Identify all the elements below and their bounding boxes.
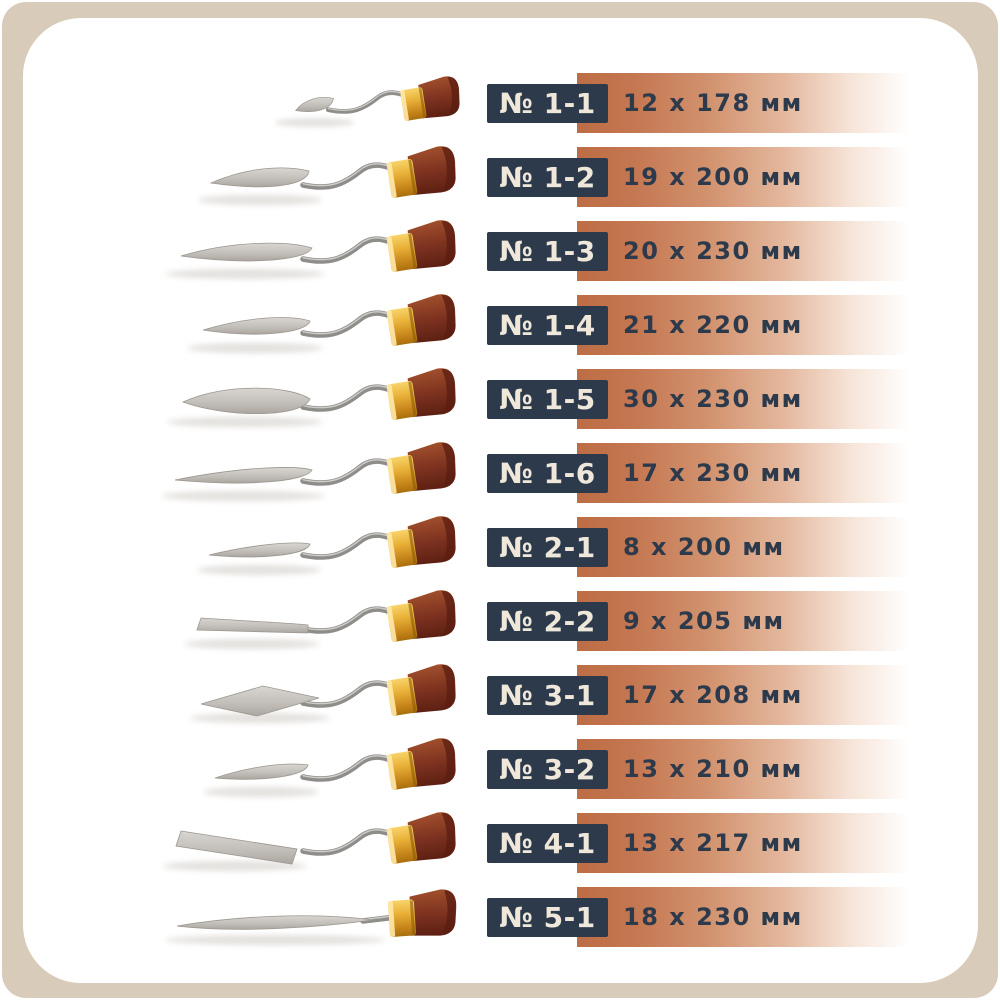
knife-number-badge: № 4-1 bbox=[487, 824, 608, 863]
knife-number-badge: № 1-5 bbox=[487, 380, 608, 419]
copper-size-strip: 18 x 230 мм bbox=[577, 887, 955, 947]
knife-row: 20 x 230 мм № 1-3 bbox=[0, 214, 1000, 288]
knife-row: 21 x 220 мм № 1-4 bbox=[0, 288, 1000, 362]
knife-row: 13 x 210 мм № 3-2 bbox=[0, 732, 1000, 806]
copper-size-strip: 13 x 217 мм bbox=[577, 813, 955, 873]
copper-size-strip: 19 x 200 мм bbox=[577, 147, 955, 207]
trowel-small-blade-icon bbox=[198, 146, 456, 205]
knife-row: 30 x 230 мм № 1-5 bbox=[0, 362, 1000, 436]
knife-size: 13 x 217 мм bbox=[623, 829, 803, 857]
knife-size: 17 x 230 мм bbox=[623, 459, 803, 487]
knife-size: 9 x 205 мм bbox=[623, 607, 785, 635]
knife-number-badge: № 2-1 bbox=[487, 528, 608, 567]
knife-number-badge: № 1-4 bbox=[487, 306, 608, 345]
palette-knife-photo bbox=[155, 214, 475, 288]
trowel-long-blade-icon bbox=[165, 220, 456, 279]
slender-small-blade-icon bbox=[197, 516, 456, 575]
knife-size: 30 x 230 мм bbox=[623, 385, 803, 413]
knife-number-badge: № 1-1 bbox=[487, 84, 608, 123]
copper-size-strip: 17 x 230 мм bbox=[577, 443, 955, 503]
palette-knife-photo bbox=[155, 584, 475, 658]
copper-size-strip: 9 x 205 мм bbox=[577, 591, 955, 651]
knife-number-badge: № 5-1 bbox=[487, 898, 608, 937]
knife-row: 9 x 205 мм № 2-2 bbox=[0, 584, 1000, 658]
palette-knife-photo bbox=[155, 362, 475, 436]
copper-size-strip: 13 x 210 мм bbox=[577, 739, 955, 799]
copper-size-strip: 12 x 178 мм bbox=[577, 73, 955, 133]
knife-size: 21 x 220 мм bbox=[623, 311, 803, 339]
palette-knife-photo bbox=[155, 510, 475, 584]
knife-row: 17 x 230 мм № 1-6 bbox=[0, 436, 1000, 510]
knife-size: 20 x 230 мм bbox=[623, 237, 803, 265]
trowel-medium-blade-icon bbox=[187, 294, 456, 353]
palette-knife-photo bbox=[155, 140, 475, 214]
chisel-rect-blade-icon bbox=[163, 812, 456, 871]
knife-number-badge: № 1-3 bbox=[487, 232, 608, 271]
copper-size-strip: 8 x 200 мм bbox=[577, 517, 955, 577]
knife-size: 12 x 178 мм bbox=[623, 89, 803, 117]
slender-long-blade-icon bbox=[161, 442, 456, 501]
knife-size: 19 x 200 мм bbox=[623, 163, 803, 191]
spatula-flat-blade-icon bbox=[184, 590, 456, 649]
palette-knife-photo bbox=[155, 732, 475, 806]
knife-size: 13 x 210 мм bbox=[623, 755, 803, 783]
knife-size: 18 x 230 мм bbox=[623, 903, 803, 931]
palette-knife-photo bbox=[155, 658, 475, 732]
palette-knife-photo bbox=[155, 806, 475, 880]
slender-curved-blade-icon bbox=[203, 738, 456, 797]
knife-size: 8 x 200 мм bbox=[623, 533, 785, 561]
knife-row: 8 x 200 мм № 2-1 bbox=[0, 510, 1000, 584]
copper-size-strip: 30 x 230 мм bbox=[577, 369, 955, 429]
copper-size-strip: 21 x 220 мм bbox=[577, 295, 955, 355]
knife-number-badge: № 1-2 bbox=[487, 158, 608, 197]
knife-row: 18 x 230 мм № 5-1 bbox=[0, 880, 1000, 954]
diamond-blade-icon bbox=[190, 664, 456, 723]
palette-knife-photo bbox=[155, 436, 475, 510]
palette-knife-photo bbox=[155, 66, 475, 140]
knife-number-badge: № 3-1 bbox=[487, 676, 608, 715]
knife-size: 17 x 208 мм bbox=[623, 681, 803, 709]
palette-long-blade-icon bbox=[165, 889, 457, 945]
knife-row: 13 x 217 мм № 4-1 bbox=[0, 806, 1000, 880]
small-drop-blade-icon bbox=[274, 76, 460, 127]
knife-row: 12 x 178 мм № 1-1 bbox=[0, 66, 1000, 140]
knife-row: 17 x 208 мм № 3-1 bbox=[0, 658, 1000, 732]
copper-size-strip: 17 x 208 мм bbox=[577, 665, 955, 725]
drop-wide-blade-icon bbox=[167, 368, 456, 427]
knife-number-badge: № 3-2 bbox=[487, 750, 608, 789]
knife-row: 19 x 200 мм № 1-2 bbox=[0, 140, 1000, 214]
knife-number-badge: № 1-6 bbox=[487, 454, 608, 493]
palette-knife-photo bbox=[155, 288, 475, 362]
palette-knife-photo bbox=[155, 880, 475, 954]
copper-size-strip: 20 x 230 мм bbox=[577, 221, 955, 281]
knife-number-badge: № 2-2 bbox=[487, 602, 608, 641]
